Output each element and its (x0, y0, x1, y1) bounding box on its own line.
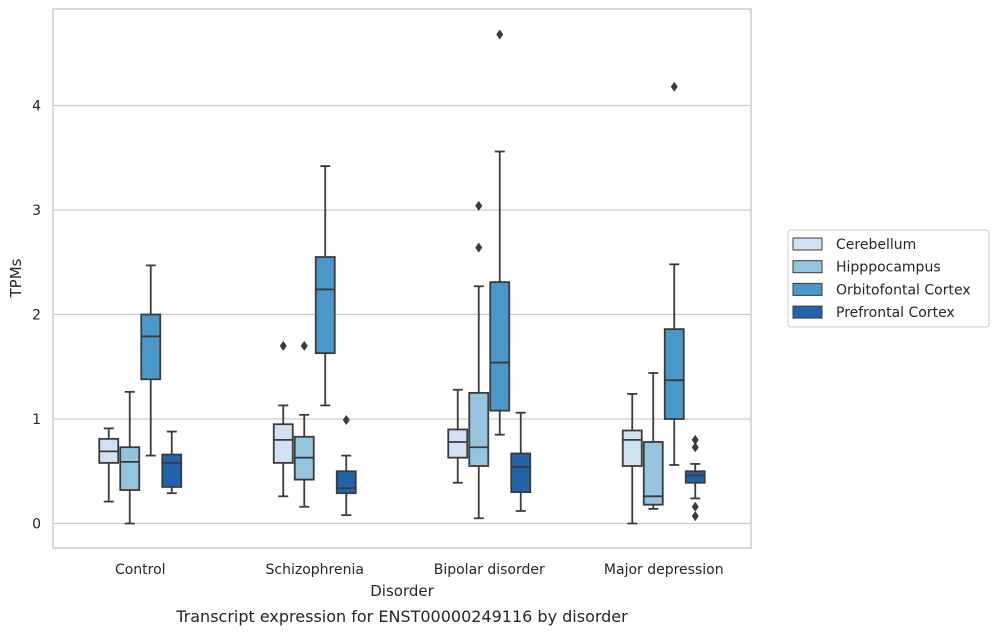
box-orbitofontal-cortex (140, 264, 162, 457)
box-hipppocampus (642, 372, 664, 510)
box-orbitofontal-cortex (489, 29, 511, 436)
legend-label: Hipppocampus (836, 260, 941, 276)
y-tick-label: 2 (32, 308, 41, 324)
box-orbitofontal-cortex (314, 165, 336, 407)
x-tick-label: Major depression (604, 562, 724, 578)
outlier-point (670, 81, 678, 92)
box-iqr (468, 391, 490, 467)
box-iqr (272, 423, 294, 464)
legend: Cerebellum Hipppocampus Orbitofontal Corte… (787, 229, 990, 328)
legend-label: Cerebellum (836, 237, 916, 253)
box-iqr (510, 452, 532, 494)
outlier-point (691, 442, 699, 453)
y-tick-label: 0 (32, 517, 41, 533)
box-cerebellum (621, 393, 643, 525)
box-cerebellum (272, 340, 294, 498)
box-iqr (140, 313, 162, 381)
box-hipppocampus (468, 200, 490, 520)
legend-frame (787, 229, 990, 328)
box-hipppocampus (293, 340, 315, 508)
box-iqr (335, 470, 357, 495)
y-tick-labels: 0 1 2 3 4 (32, 99, 41, 533)
outlier-point (475, 242, 483, 253)
y-tick-label: 3 (32, 203, 41, 219)
outlier-point (475, 200, 483, 211)
outlier-point (691, 501, 699, 512)
outlier-point (691, 511, 699, 522)
outlier-point (691, 434, 699, 445)
box-cerebellum (447, 388, 469, 484)
box-orbitofontal-cortex (663, 81, 685, 466)
box-iqr (161, 453, 183, 488)
legend-swatch (792, 237, 823, 251)
box-prefrontal-cortex (161, 430, 183, 495)
box-hipppocampus (119, 390, 141, 525)
legend-swatch (792, 282, 823, 296)
x-tick-label: Schizophrenia (266, 562, 364, 578)
box-iqr (684, 470, 706, 484)
legend-label: Prefrontal Cortex (836, 305, 955, 321)
box-iqr (621, 429, 643, 467)
box-iqr (642, 441, 664, 506)
x-tick-label: Bipolar disorder (434, 562, 545, 578)
y-tick-label: 1 (32, 412, 41, 428)
box-cerebellum (98, 427, 120, 503)
box-prefrontal-cortex (510, 411, 532, 512)
x-tick-labels: Control Schizophrenia Bipolar disorder Majo… (115, 562, 724, 578)
legend-swatch (792, 305, 823, 319)
legend-swatch (792, 260, 823, 274)
box-iqr (663, 328, 685, 420)
box-layer (98, 29, 706, 525)
box-iqr (447, 428, 469, 459)
y-tick-label: 4 (32, 99, 41, 115)
outlier-point (300, 340, 308, 351)
box-iqr (489, 281, 511, 412)
box-iqr (119, 446, 141, 491)
outlier-point (342, 415, 350, 426)
legend-label: Orbitofontal Cortex (836, 282, 971, 298)
chart-title: Transcript expression for ENST0000024911… (175, 607, 628, 626)
y-axis-label: TPMs (7, 258, 25, 298)
outlier-point (496, 29, 504, 40)
box-prefrontal-cortex (335, 415, 357, 517)
x-axis-label: Disorder (370, 582, 434, 600)
x-tick-label: Control (115, 562, 166, 578)
box-prefrontal-cortex (684, 434, 706, 522)
box-iqr (314, 256, 336, 355)
outlier-point (279, 340, 287, 351)
plot-frame (52, 8, 752, 549)
